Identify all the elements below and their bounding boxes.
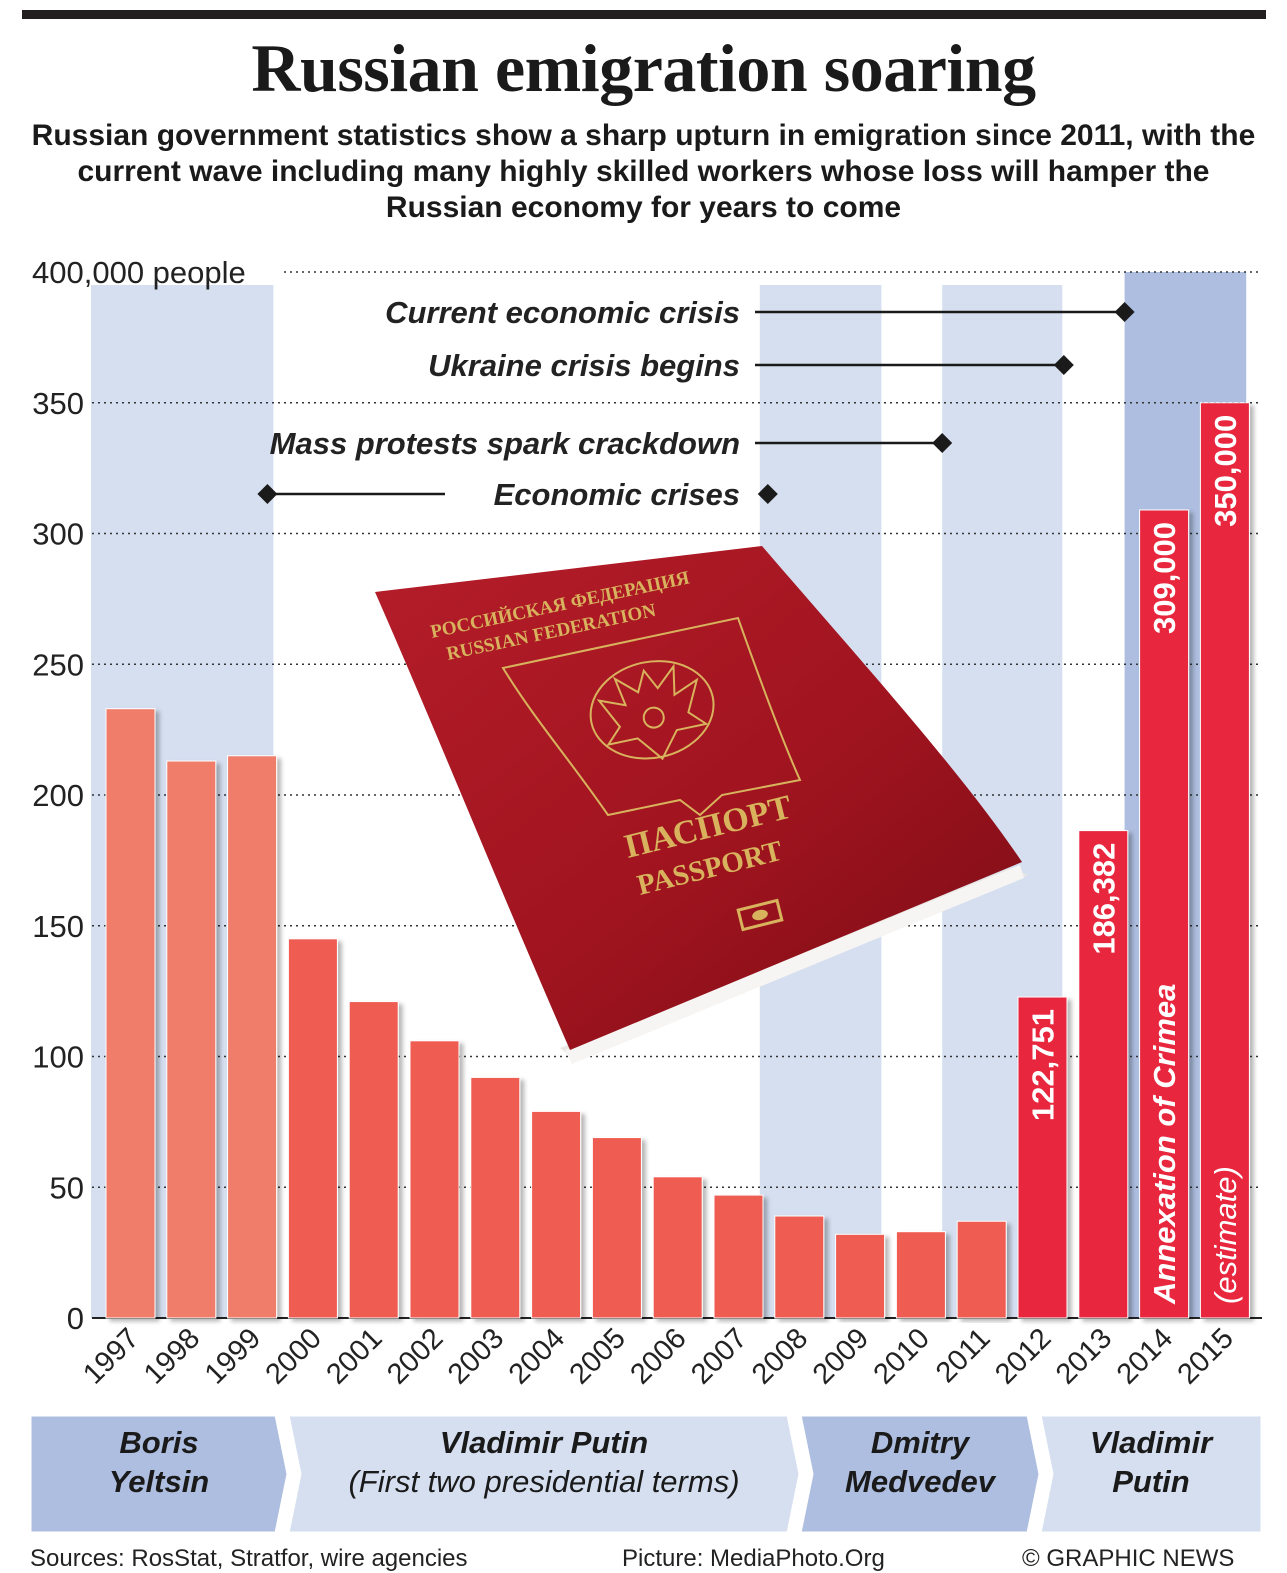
- y-tick-label: 300: [32, 517, 84, 552]
- diamond-marker: [257, 484, 278, 504]
- bar-2010: [895, 1231, 946, 1319]
- bar-1997: [105, 708, 156, 1319]
- bar-1999: [227, 755, 278, 1319]
- diamond-marker: [932, 433, 953, 453]
- period-4: Vladimir Putin: [1038, 1413, 1264, 1535]
- x-tick-label: 2007: [685, 1322, 753, 1390]
- period-name-line1: Dmitry: [871, 1425, 971, 1460]
- y-tick-label: 100: [32, 1040, 84, 1075]
- bar-2002: [409, 1040, 460, 1319]
- bar-labels: 122,751 186,382 309,000 350,000 Annexation o…: [1026, 415, 1243, 1305]
- bar-note-label: (estimate): [1208, 1166, 1243, 1304]
- x-tick-label: 1997: [77, 1322, 145, 1390]
- bar-2006: [652, 1176, 703, 1319]
- passport-cover: [375, 546, 1022, 1050]
- bar-value-label: 350,000: [1208, 415, 1243, 527]
- x-tick-label: 2008: [746, 1322, 814, 1390]
- x-tick-label: 2002: [381, 1322, 449, 1390]
- period-3: Dmitry Medvedev: [798, 1413, 1042, 1535]
- annotation-label: Economic crises: [494, 477, 740, 512]
- x-tick-label: 2014: [1111, 1322, 1179, 1390]
- y-tick-label: 400,000 people: [32, 255, 246, 290]
- x-tick-label: 2006: [624, 1322, 692, 1390]
- y-tick-label: 350: [32, 386, 84, 421]
- bar-2013: [1078, 830, 1129, 1319]
- y-tick-label: 200: [32, 778, 84, 813]
- y-tick-label: 250: [32, 647, 84, 682]
- bar-2004: [531, 1110, 582, 1319]
- y-axis-ticks: 0 50 100 150 200 250 300 350 400,000 people: [32, 255, 246, 1336]
- period-name-line1: Boris: [119, 1425, 198, 1460]
- double-headed-eagle-icon: [589, 660, 715, 761]
- bar-2011: [956, 1220, 1007, 1319]
- annotation-leaders: Current economic crisis Ukraine crisis be…: [257, 295, 1135, 512]
- period-name-line2: Yeltsin: [109, 1464, 210, 1499]
- bar-2015: [1199, 402, 1250, 1319]
- bar-note-label: Annexation of Crimea: [1147, 984, 1182, 1305]
- bars: [105, 402, 1250, 1319]
- bar-2007: [713, 1194, 764, 1319]
- period-name-line2: Medvedev: [845, 1464, 997, 1499]
- bar-2005: [591, 1137, 642, 1319]
- bar-2003: [470, 1076, 521, 1319]
- period-name-line2: (First two presidential terms): [348, 1464, 739, 1499]
- bar-value-label: 186,382: [1086, 843, 1121, 955]
- diamond-marker: [757, 484, 778, 504]
- annotation: Ukraine crisis begins: [428, 348, 1074, 383]
- top-rule: [22, 10, 1266, 19]
- bar-2000: [287, 938, 338, 1319]
- x-tick-label: 2004: [503, 1322, 571, 1390]
- x-axis-ticks: 1997199819992000200120022003200420052006…: [77, 1322, 1240, 1390]
- x-tick-label: 2003: [442, 1322, 510, 1390]
- bar-2008: [774, 1215, 825, 1319]
- annotation-label: Ukraine crisis begins: [428, 348, 740, 383]
- period-name-line2: Putin: [1112, 1464, 1190, 1499]
- x-tick-label: 2009: [807, 1322, 875, 1390]
- bar-2014: [1139, 509, 1190, 1319]
- y-tick-label: 50: [50, 1170, 84, 1205]
- annotation: Current economic crisis: [385, 295, 1135, 330]
- diamond-marker: [1053, 355, 1074, 375]
- passport-emblem-frame: [501, 616, 802, 817]
- x-tick-label: 2011: [930, 1322, 997, 1389]
- x-tick-label: 2000: [260, 1322, 328, 1390]
- picture-credit: Picture: MediaPhoto.Org: [622, 1545, 885, 1572]
- annotation: Mass protests spark crackdown: [270, 426, 953, 461]
- period-2: Vladimir Putin (First two presidential te…: [286, 1413, 802, 1535]
- bar-2012: [1017, 996, 1068, 1319]
- y-tick-label: 150: [32, 909, 84, 944]
- x-tick-label: 2001: [320, 1322, 388, 1390]
- x-tick-label: 2015: [1172, 1322, 1240, 1390]
- bar-1998: [166, 760, 217, 1319]
- diamond-marker: [1114, 302, 1135, 322]
- bar-2009: [835, 1233, 886, 1319]
- chart-title: Russian emigration soaring: [251, 30, 1036, 106]
- period-name-line1: Vladimir: [1090, 1425, 1214, 1460]
- graphic-news-credit: © GRAPHIC NEWS: [1022, 1545, 1235, 1572]
- chart-subtitle: Russian government statistics show a sha…: [31, 119, 1256, 224]
- passport-illustration: РОССИЙСКАЯ ФЕДЕРАЦИЯ RUSSIAN FEDERATION …: [375, 546, 1028, 1064]
- sources-text: Sources: RosStat, Stratfor, wire agencie…: [30, 1545, 468, 1572]
- bar-2001: [348, 1001, 399, 1319]
- x-tick-label: 1999: [199, 1322, 267, 1390]
- annotation-label: Current economic crisis: [385, 295, 740, 330]
- period-name-line1: Vladimir Putin: [440, 1425, 648, 1460]
- x-tick-label: 2013: [1050, 1322, 1118, 1390]
- annotation-label: Mass protests spark crackdown: [270, 426, 740, 461]
- x-tick-label: 2005: [564, 1322, 632, 1390]
- y-tick-label: 0: [67, 1301, 84, 1336]
- biometric-chip-icon: [736, 898, 784, 932]
- x-tick-label: 2010: [868, 1322, 936, 1390]
- bar-value-label: 122,751: [1026, 1009, 1061, 1121]
- period-strip: Boris Yeltsin Vladimir Putin (First two pre…: [28, 1413, 1264, 1535]
- bar-value-label: 309,000: [1147, 522, 1182, 634]
- x-tick-label: 1998: [138, 1322, 206, 1390]
- period-1: Boris Yeltsin: [28, 1413, 290, 1535]
- annotation: Economic crises: [257, 477, 778, 512]
- x-tick-label: 2012: [989, 1322, 1057, 1390]
